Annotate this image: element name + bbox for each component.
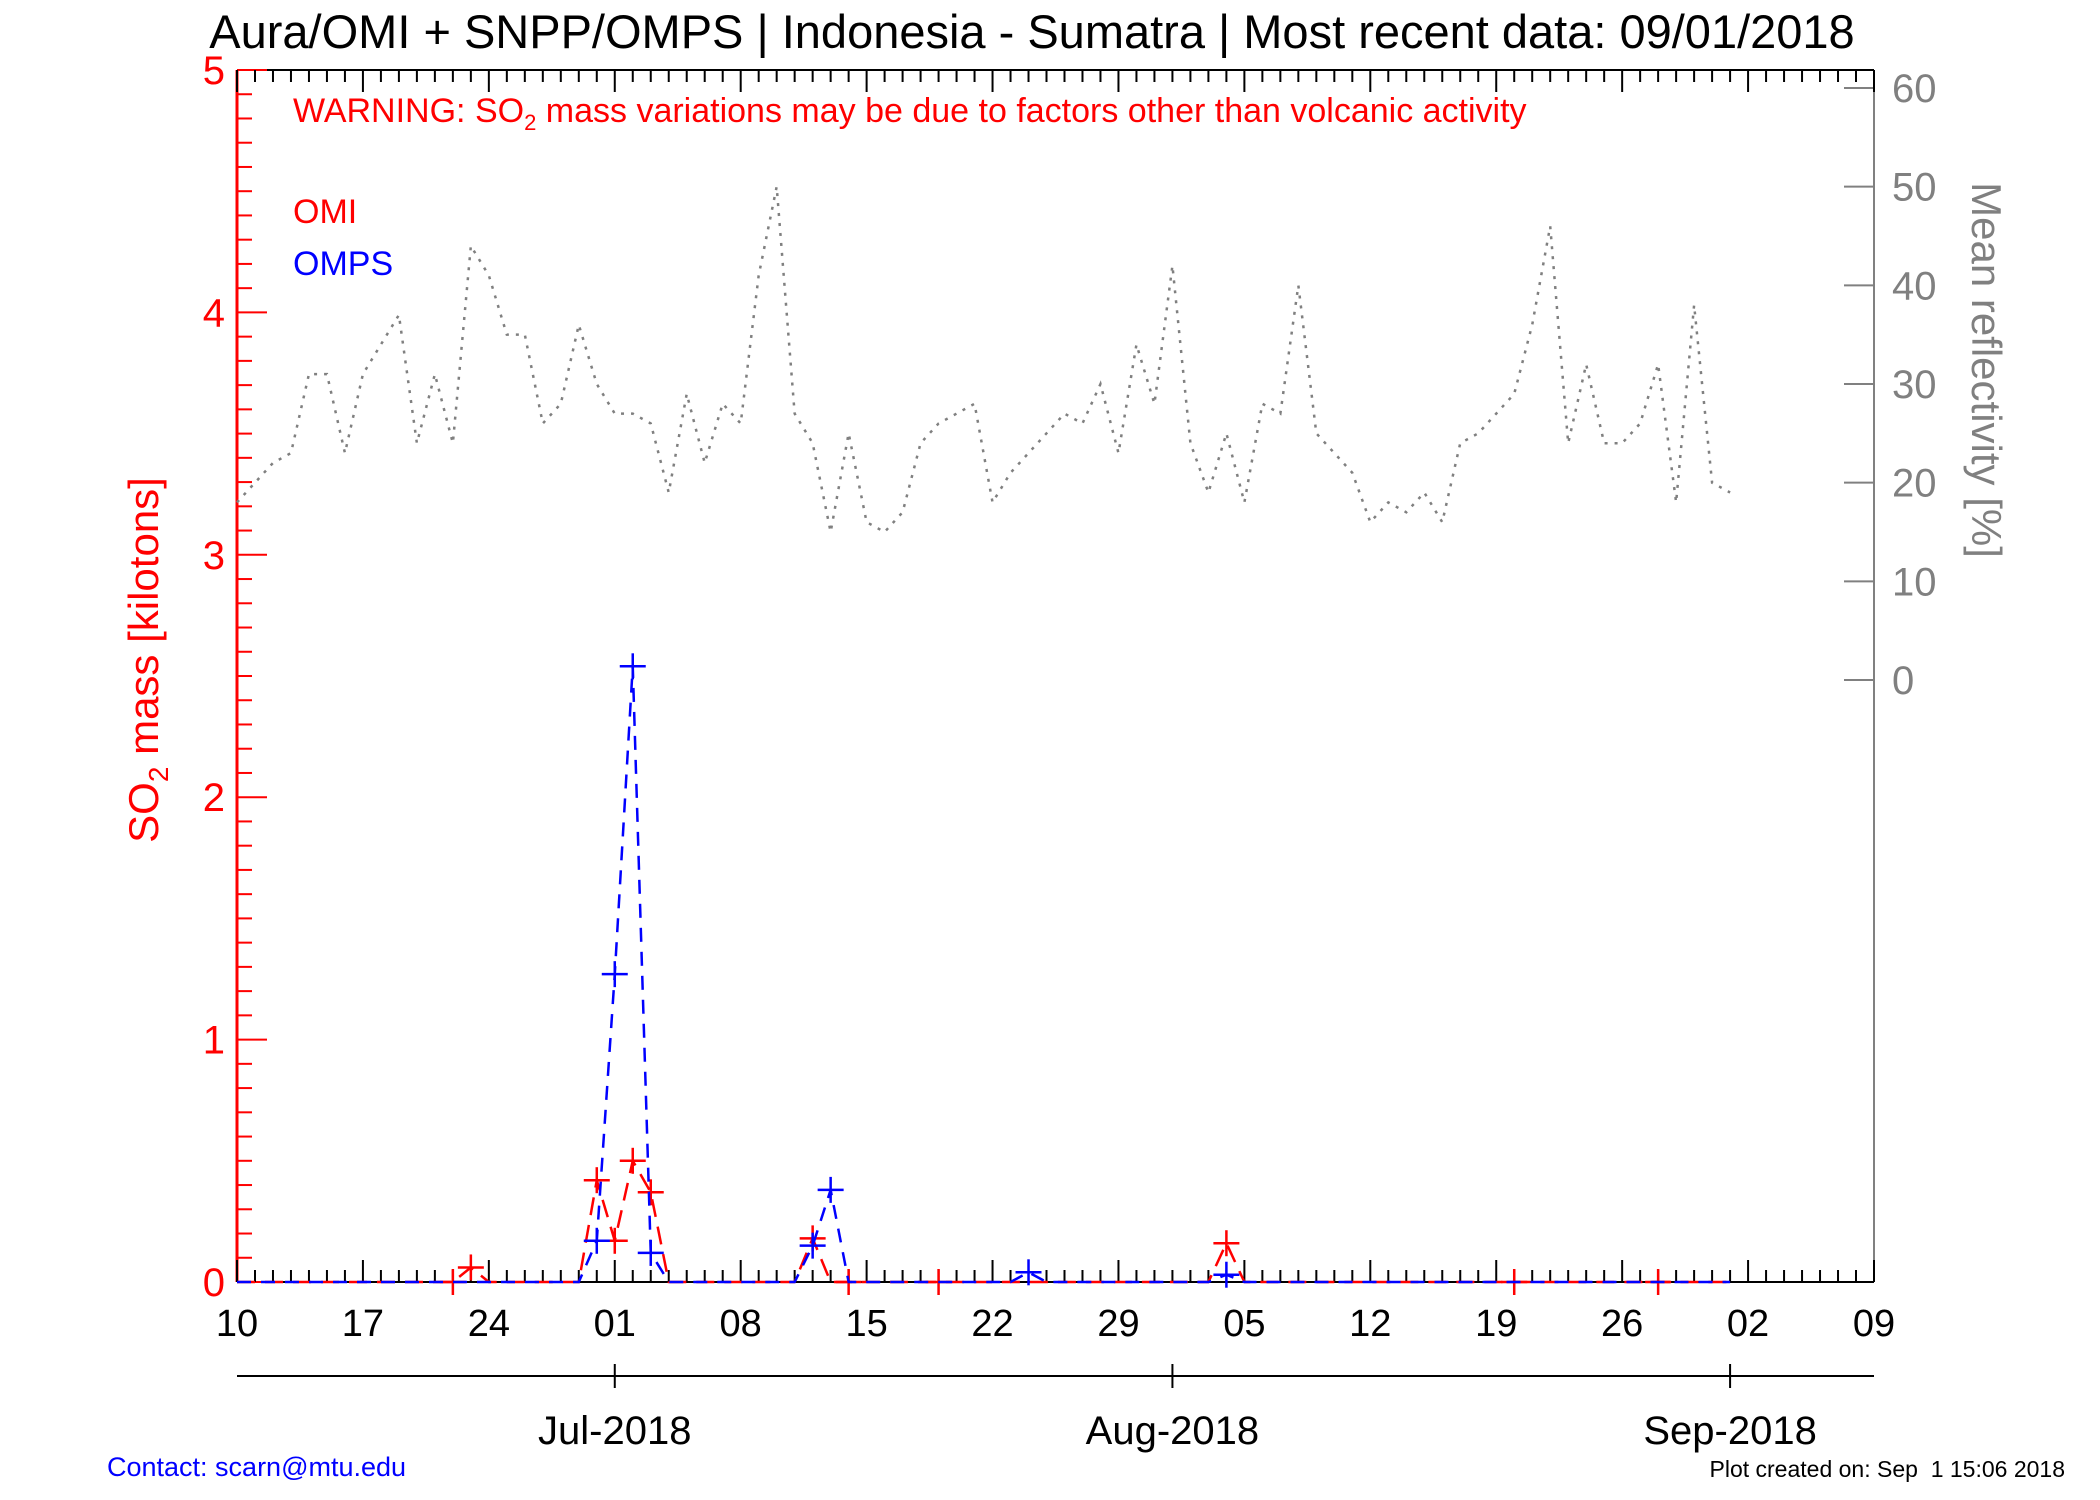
y-tick-label-left: 1	[203, 1019, 225, 1063]
omi-point	[637, 1179, 664, 1206]
omi-point	[583, 1167, 610, 1194]
omps-point	[817, 1176, 844, 1203]
y-axis-label-left: SO2 mass [kilotons]	[120, 477, 174, 843]
y-axis-label-right: Mean reflectivity [%]	[1963, 182, 2010, 558]
legend-omi: OMI	[293, 193, 357, 231]
x-tick-label: 02	[1727, 1303, 1769, 1345]
x-tick-label: 08	[720, 1303, 762, 1345]
y-tick-label-left: 5	[203, 49, 225, 93]
so2-series	[237, 653, 1731, 1295]
omi-point	[619, 1147, 646, 1174]
chart-title: Aura/OMI + SNPP/OMPS | Indonesia - Sumat…	[209, 5, 1854, 58]
month-label: Sep-2018	[1643, 1409, 1816, 1453]
omps-point	[1015, 1259, 1042, 1286]
omps-point	[1213, 1261, 1240, 1288]
reflectivity-series	[236, 186, 1731, 534]
y-tick-label-left: 2	[203, 776, 225, 820]
omps-point	[601, 961, 628, 988]
month-label: Jul-2018	[538, 1409, 691, 1453]
reflectivity-line	[236, 186, 1731, 534]
axis-ticks	[236, 69, 1875, 1388]
x-tick-label: 09	[1853, 1303, 1895, 1345]
x-tick-label: 01	[594, 1303, 636, 1345]
x-tick-label: 10	[216, 1303, 258, 1345]
omps-line	[237, 666, 1731, 1284]
omps-point	[637, 1239, 664, 1266]
contact-text: Contact: scarn@mtu.edu	[107, 1452, 407, 1482]
y-tick-label-right: 30	[1892, 363, 1937, 407]
y-tick-label-left: 4	[203, 291, 225, 335]
omps-point	[583, 1227, 610, 1254]
x-tick-label: 29	[1097, 1303, 1139, 1345]
y-tick-label-left: 0	[203, 1261, 225, 1305]
omps-point	[619, 653, 646, 680]
y-tick-label-left: 3	[203, 534, 225, 578]
x-tick-label: 19	[1475, 1303, 1517, 1345]
x-tick-label: 22	[971, 1303, 1013, 1345]
y-tick-label-right: 0	[1892, 659, 1914, 703]
warning-text: WARNING: SO2 mass variations may be due …	[293, 92, 1527, 135]
x-tick-label: 15	[845, 1303, 887, 1345]
y-tick-label-right: 60	[1892, 67, 1937, 111]
x-tick-labels: 10 17 24 01 08 15 22 29 05 12 19 26 02 09	[216, 1303, 1895, 1345]
x-tick-label: 24	[468, 1303, 510, 1345]
month-label: Aug-2018	[1086, 1409, 1259, 1453]
y-tick-label-right: 50	[1892, 166, 1937, 210]
omps-point	[799, 1232, 826, 1259]
month-labels: Jul-2018 Aug-2018 Sep-2018	[538, 1409, 1817, 1453]
omi-point	[1213, 1230, 1240, 1257]
x-tick-label: 17	[342, 1303, 384, 1345]
x-tick-label: 05	[1223, 1303, 1265, 1345]
legend-omps: OMPS	[293, 245, 393, 283]
x-tick-label: 12	[1349, 1303, 1391, 1345]
plot-frame	[235, 69, 1875, 1283]
y-tick-label-right: 40	[1892, 264, 1937, 308]
y-tick-label-right: 20	[1892, 462, 1937, 506]
created-text: Plot created on: Sep 1 15:06 2018	[1709, 1456, 2066, 1482]
omi-point	[457, 1254, 484, 1281]
omi-line	[237, 1157, 1731, 1284]
y-tick-label-right: 10	[1892, 560, 1937, 604]
x-tick-label: 26	[1601, 1303, 1643, 1345]
